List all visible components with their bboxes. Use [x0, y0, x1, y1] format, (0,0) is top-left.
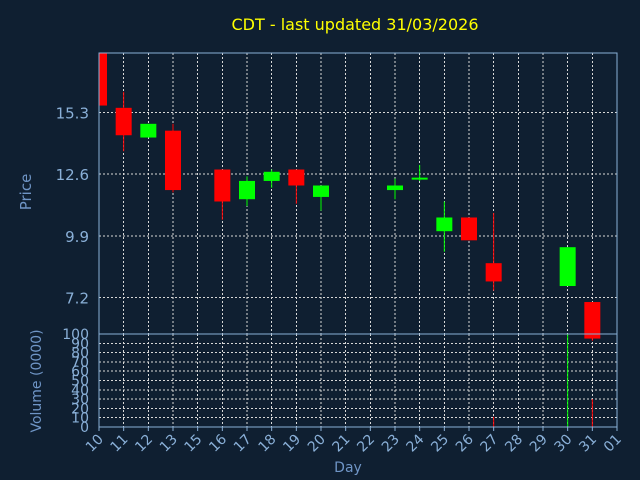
volume-tick-label: 70	[71, 355, 89, 371]
volume-axis-label: Volume (0000)	[29, 329, 45, 432]
volume-tick-label: 20	[71, 401, 89, 417]
price-panel-frame	[98, 52, 618, 335]
volume-tick-label: 40	[71, 383, 89, 399]
candle-body	[263, 171, 280, 181]
x-tick-label: 15	[182, 432, 206, 456]
x-tick-label: 28	[502, 432, 526, 456]
grid-layer	[99, 53, 617, 427]
axis-layer	[98, 52, 618, 431]
volume-tick-label: 90	[71, 336, 89, 352]
price-tick-label: 12.6	[56, 166, 89, 184]
price-tick-label: 9.9	[65, 228, 89, 246]
candle-body	[436, 217, 453, 232]
x-tick-label: 21	[330, 432, 354, 456]
x-tick-label: 29	[527, 432, 551, 456]
candle-body	[239, 180, 255, 200]
x-tick-label: 31	[576, 432, 600, 456]
volume-panel-frame	[98, 333, 618, 428]
x-tick-label: 25	[428, 432, 452, 456]
x-tick-label: 26	[453, 431, 477, 455]
x-tick-label: 30	[552, 432, 576, 456]
candle-body	[214, 169, 231, 202]
volume-tick-label: 60	[71, 364, 89, 380]
x-tick-label: 23	[379, 432, 403, 456]
volume-tick-label: 30	[71, 392, 89, 408]
volume-layer	[493, 334, 593, 427]
x-tick-label: 12	[132, 432, 156, 456]
candle-body	[559, 247, 576, 287]
candle-layer	[98, 53, 601, 341]
x-tick-label: 24	[404, 431, 428, 455]
price-tick-label: 7.2	[65, 289, 89, 307]
x-tick-label: 13	[157, 432, 181, 456]
candle-body	[140, 123, 157, 138]
x-tick-label: 19	[280, 432, 304, 456]
x-tick-label: 01	[601, 432, 625, 456]
price-axis-label: Price	[17, 174, 35, 211]
candle-body	[99, 53, 107, 106]
volume-tick-label: 80	[71, 346, 89, 362]
x-tick-label: 18	[256, 432, 280, 456]
volume-tick-label: 100	[62, 327, 89, 343]
candle-body	[584, 302, 601, 339]
x-tick-label: 16	[206, 431, 230, 455]
candle-body	[288, 169, 305, 186]
candle-body	[115, 107, 132, 136]
x-tick-label: 11	[108, 432, 132, 456]
candle-body	[313, 185, 329, 197]
x-axis-label: Day	[334, 460, 362, 476]
x-tick-label: 27	[478, 432, 502, 456]
candle-body	[387, 185, 403, 191]
volume-tick-label: 0	[80, 420, 89, 436]
x-tick-label: 20	[305, 432, 329, 456]
candle-body	[485, 263, 502, 282]
volume-tick-label: 10	[71, 411, 89, 427]
x-tick-label: 22	[354, 432, 378, 456]
chart-title: CDT - last updated 31/03/2026	[232, 15, 479, 34]
x-tick-label: 17	[231, 432, 255, 456]
volume-tick-label: 50	[71, 374, 89, 390]
candle-body	[461, 217, 477, 241]
candle-body	[165, 130, 181, 191]
price-tick-label: 15.3	[56, 104, 89, 122]
